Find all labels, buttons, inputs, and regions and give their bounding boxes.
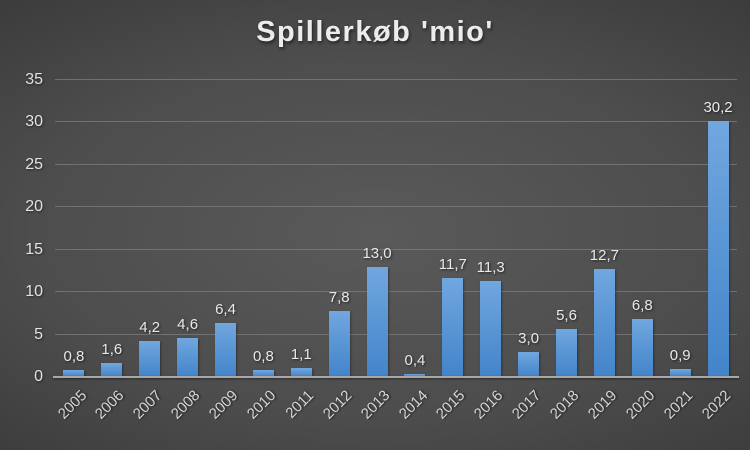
bar xyxy=(139,341,161,377)
y-tick-label: 10 xyxy=(25,283,43,301)
bar xyxy=(290,367,312,377)
y-tick-label: 5 xyxy=(34,325,43,343)
bar xyxy=(63,370,85,377)
bar xyxy=(631,319,653,377)
x-tick-label: 2012 xyxy=(319,387,356,423)
bar xyxy=(707,120,729,377)
bar xyxy=(328,310,350,377)
x-tick-label: 2008 xyxy=(168,387,204,423)
bar xyxy=(177,337,199,377)
bar-value-label: 6,8 xyxy=(631,297,653,315)
x-axis-line xyxy=(53,376,739,378)
bar-value-label: 13,0 xyxy=(362,244,392,262)
gridline xyxy=(55,333,737,335)
x-tick-label: 2021 xyxy=(660,387,697,423)
bar xyxy=(404,373,426,377)
bar xyxy=(366,266,388,377)
bar-value-label: 11,3 xyxy=(476,259,505,277)
bar xyxy=(215,322,236,377)
x-tick-label: 2018 xyxy=(546,387,583,423)
bar-value-label: 0,4 xyxy=(404,351,426,369)
bar-value-label: 12,7 xyxy=(589,247,619,265)
bar-value-label: 0,8 xyxy=(63,348,85,366)
x-tick-label: 2006 xyxy=(92,387,128,423)
gridline xyxy=(55,291,737,293)
x-tick-label: 2015 xyxy=(433,387,469,423)
bar-value-label: 4,2 xyxy=(139,319,161,337)
x-tick-label: 2009 xyxy=(205,387,242,423)
bar-value-label: 7,8 xyxy=(328,288,350,306)
bar-value-label: 1,1 xyxy=(290,345,312,363)
gridline xyxy=(55,79,737,80)
bar xyxy=(480,281,502,377)
bar xyxy=(101,363,123,377)
plot-area: 0 5 10 15 20 25 30 35 0,8 1,6 4,2 4,6 6,4 0,8 1,1 7,8 1… xyxy=(25,71,739,423)
bar-value-label: 4,6 xyxy=(177,315,199,333)
bar-value-label: 5,6 xyxy=(556,307,577,325)
x-tick-label: 2005 xyxy=(54,387,90,423)
bar-value-label: 1,6 xyxy=(101,341,123,359)
gridline xyxy=(55,121,737,123)
y-tick-label: 20 xyxy=(25,198,43,216)
gridline xyxy=(55,163,737,165)
bar-value-label: 6,4 xyxy=(215,300,236,318)
x-tick-label: 2010 xyxy=(243,387,280,423)
bar xyxy=(442,277,464,377)
bar xyxy=(252,370,274,377)
bar xyxy=(669,369,691,377)
y-tick-label: 30 xyxy=(25,113,43,131)
x-tick-label: 2011 xyxy=(282,387,318,422)
y-tick-label: 35 xyxy=(25,71,43,88)
bar xyxy=(556,329,577,377)
gridline xyxy=(55,206,737,208)
bar-value-label: 11,7 xyxy=(438,255,467,273)
x-tick-label: 2016 xyxy=(471,387,507,423)
x-tick-label: 2013 xyxy=(357,387,394,423)
x-tick-label: 2007 xyxy=(130,387,166,423)
gridline xyxy=(55,248,737,250)
y-tick-label: 15 xyxy=(25,240,43,258)
x-tick-label: 2022 xyxy=(698,387,735,423)
bar-value-label: 3,0 xyxy=(518,329,540,347)
bar-value-label: 0,9 xyxy=(669,347,691,365)
bar-value-label: 0,8 xyxy=(252,348,274,366)
bar xyxy=(518,351,540,377)
x-tick-label: 2020 xyxy=(622,387,659,423)
x-tick-label: 2017 xyxy=(509,387,545,423)
bar xyxy=(593,269,615,377)
y-tick-label: 0 xyxy=(34,368,43,385)
chart-title: Spillerkøb 'mio' xyxy=(256,16,494,48)
x-tick-label: 2019 xyxy=(584,387,621,423)
x-tick-label: 2014 xyxy=(395,387,431,423)
bar-value-label: 30,2 xyxy=(703,98,733,116)
y-tick-label: 25 xyxy=(25,155,43,173)
